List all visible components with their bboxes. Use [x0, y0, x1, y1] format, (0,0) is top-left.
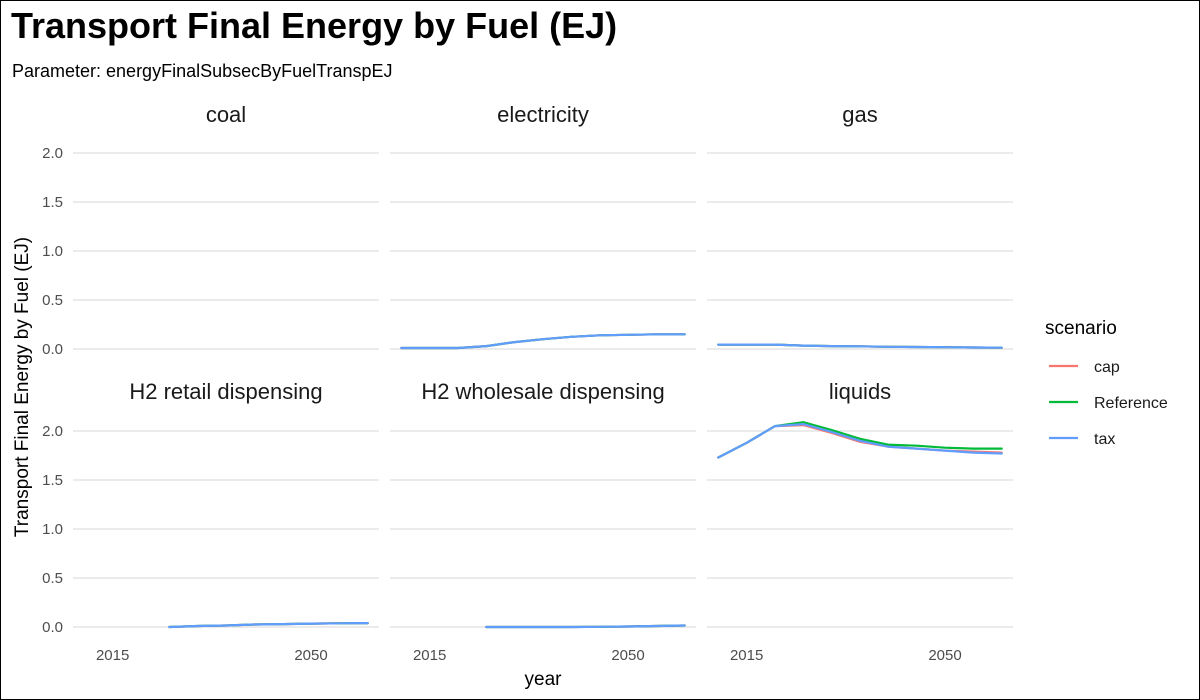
y-tick-label: 2.0	[42, 145, 63, 162]
x-tick-label: 2015	[96, 647, 129, 664]
facet-label-coal: coal	[206, 102, 246, 127]
facet-label-electricity: electricity	[497, 102, 589, 127]
x-tick-label: 2050	[928, 647, 961, 664]
x-tick-label: 2015	[413, 647, 446, 664]
x-tick-label: 2050	[611, 647, 644, 664]
x-tick-label: 2015	[730, 647, 763, 664]
series-line-liquids-tax	[717, 423, 1003, 459]
y-tick-label: 2.0	[42, 423, 63, 440]
legend-label-tax: tax	[1094, 431, 1115, 448]
series-line-gas-tax	[717, 343, 1003, 349]
facet-label-liquids: liquids	[829, 379, 891, 404]
series-line-electricity-tax	[400, 333, 686, 350]
y-tick-label: 1.5	[42, 194, 63, 211]
y-axis-title: Transport Final Energy by Fuel (EJ)	[12, 237, 33, 537]
series-line-h2-wholesale-dispensing-tax	[485, 624, 686, 629]
y-tick-label: 0.5	[42, 570, 63, 587]
x-axis-title: year	[525, 669, 563, 690]
chart-subtitle: Parameter: energyFinalSubsecByFuelTransp…	[12, 61, 393, 81]
series-line-electricity-cap	[400, 333, 686, 350]
y-tick-label: 1.0	[42, 521, 63, 538]
y-tick-label: 0.5	[42, 292, 63, 309]
chart-title: Transport Final Energy by Fuel (EJ)	[11, 5, 618, 46]
facet-label-h2-wholesale-dispensing: H2 wholesale dispensing	[421, 379, 664, 404]
series-line-h2-retail-dispensing-tax	[168, 621, 369, 629]
y-tick-label: 1.0	[42, 243, 63, 260]
series-line-electricity-reference	[400, 333, 686, 350]
legend-title: scenario	[1045, 318, 1117, 339]
y-tick-label: 1.5	[42, 472, 63, 489]
legend-label-reference: Reference	[1094, 395, 1168, 412]
legend-label-cap: cap	[1094, 359, 1120, 376]
y-tick-label: 0.0	[42, 341, 63, 358]
x-tick-label: 2050	[294, 647, 327, 664]
y-tick-label: 0.0	[42, 619, 63, 636]
facet-label-h2-retail-dispensing: H2 retail dispensing	[129, 379, 322, 404]
facet-label-gas: gas	[842, 102, 877, 127]
